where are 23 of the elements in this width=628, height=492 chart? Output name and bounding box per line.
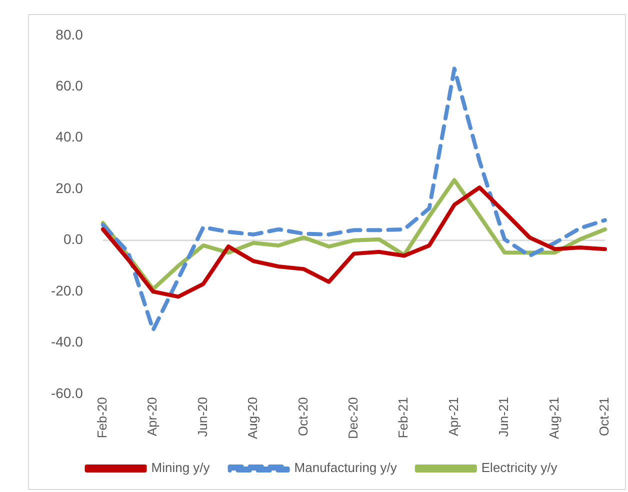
x-tick-label: Feb-20: [94, 397, 110, 438]
y-tick-label: -40.0: [50, 334, 84, 350]
legend-label: Electricity y/y: [481, 460, 558, 476]
y-tick-label: 0.0: [63, 231, 84, 248]
x-tick-label: Feb-21: [396, 397, 411, 438]
x-tick-label: Dec-20: [346, 397, 361, 439]
y-tick-label: -60.0: [50, 384, 84, 401]
legend-label: Mining y/y: [151, 460, 210, 476]
x-tick-label: Jun-20: [194, 397, 210, 437]
x-tick-label: Jun-21: [496, 397, 512, 437]
x-tick-label: Apr-21: [446, 397, 461, 436]
y-tick-label: 80.0: [56, 26, 84, 42]
x-tick-label: Oct-20: [295, 397, 310, 436]
x-tick-label: Aug-20: [245, 397, 260, 439]
x-tick-label: Oct-21: [596, 397, 612, 436]
legend-label: Manufacturing y/y: [294, 460, 398, 476]
x-tick-label: Aug-21: [546, 397, 562, 439]
y-tick-label: 20.0: [56, 180, 84, 196]
y-tick-label: 40.0: [56, 128, 84, 145]
y-tick-label: -20.0: [50, 282, 84, 298]
line-series: [100, 66, 607, 332]
x-tick-label: Apr-20: [144, 397, 160, 436]
y-tick-label: 60.0: [56, 78, 84, 94]
